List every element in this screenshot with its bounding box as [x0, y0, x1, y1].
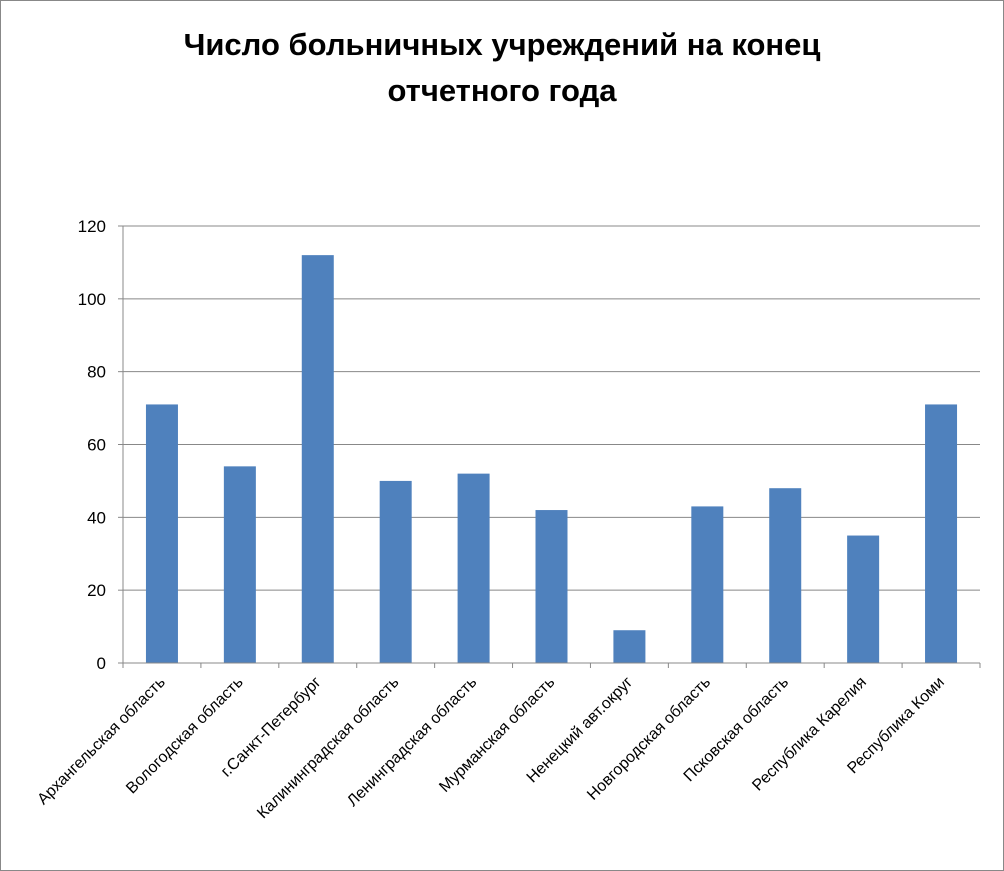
bar: [691, 506, 724, 663]
y-tick-label: 0: [97, 654, 106, 673]
y-tick-label: 20: [87, 581, 106, 600]
y-tick-label: 60: [87, 436, 106, 455]
bar: [223, 466, 256, 663]
bar: [535, 510, 568, 663]
x-tick-label: Архангельская область: [34, 674, 168, 808]
bar: [379, 480, 412, 663]
y-tick-label: 80: [87, 363, 106, 382]
x-tick-label: Калининградская область: [254, 674, 402, 822]
bar: [847, 535, 880, 663]
bar: [769, 488, 802, 663]
chart-title-line-2: отчетного года: [387, 73, 617, 108]
chart-title-line-1: Число больничных учреждений на конец: [183, 27, 821, 62]
bar: [925, 404, 958, 663]
chart-title: Число больничных учреждений на конец отч…: [0, 22, 1004, 114]
y-tick-label: 40: [87, 508, 106, 527]
y-tick-label: 120: [78, 217, 106, 236]
bar: [145, 404, 178, 663]
bars: [145, 255, 958, 663]
x-tick-label: Ленинградская область: [344, 674, 480, 810]
y-tick-label: 100: [78, 290, 106, 309]
bar: [613, 630, 646, 663]
axes: [118, 225, 981, 668]
y-tick-labels: 0 20 40 60 80 100 120: [78, 217, 106, 673]
bar: [457, 473, 490, 663]
bar: [301, 255, 334, 663]
